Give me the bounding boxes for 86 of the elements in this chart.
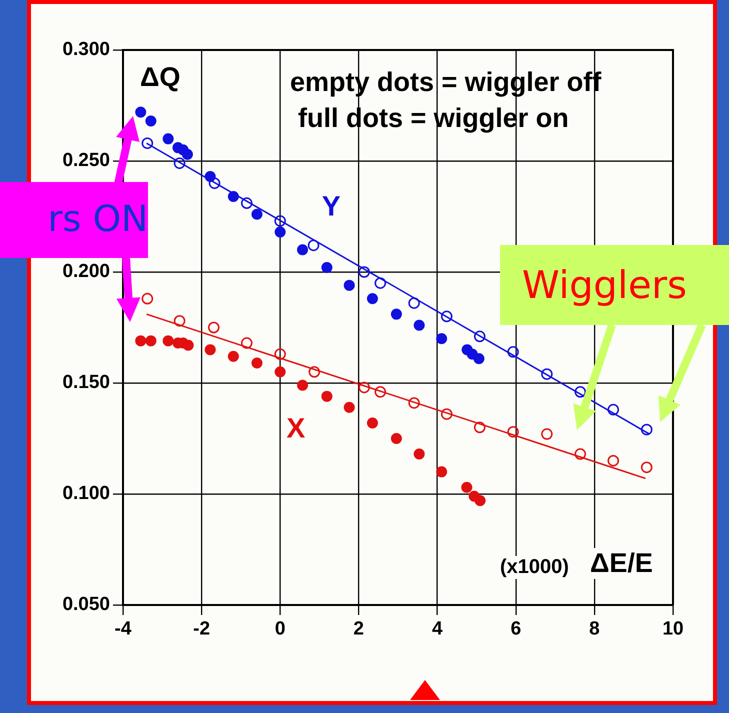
point: [414, 320, 425, 331]
x-tick-label: 4: [432, 618, 443, 640]
x-tick-label: 6: [510, 618, 522, 640]
x-tick-label: -4: [114, 618, 132, 640]
point: [507, 346, 519, 358]
point: [321, 262, 332, 274]
point: [390, 433, 402, 444]
x-tick-label: 10: [662, 618, 684, 640]
point: [541, 368, 553, 380]
point: [297, 380, 308, 391]
point: [473, 353, 484, 364]
annotation: Wigglers: [500, 245, 729, 325]
point: [541, 428, 553, 440]
point: [251, 208, 262, 220]
point: [174, 157, 186, 169]
y-tick-label: 0.250: [62, 150, 110, 172]
point: [241, 337, 252, 349]
point: [308, 366, 320, 378]
x-tick-label: -2: [193, 618, 210, 640]
point: [474, 330, 486, 342]
point: [366, 417, 378, 428]
point: [321, 390, 332, 402]
point: [374, 386, 386, 398]
point: [208, 177, 220, 189]
annotation: rs ON: [0, 182, 148, 258]
point: [440, 310, 452, 322]
point: [142, 137, 154, 149]
point: [436, 466, 448, 478]
point: [228, 350, 239, 362]
point: [474, 422, 486, 434]
point: [274, 366, 286, 378]
point: [182, 340, 194, 351]
point: [461, 482, 472, 493]
point: [228, 191, 239, 202]
point: [162, 133, 174, 144]
point: [408, 397, 420, 409]
text: (x1000): [500, 556, 569, 579]
point: [640, 462, 652, 474]
point: [208, 322, 220, 334]
point: [640, 424, 652, 436]
point: [182, 148, 193, 160]
y-tick-label: 0.200: [62, 261, 110, 282]
point: [274, 215, 286, 227]
point: [574, 448, 586, 460]
point: [274, 348, 286, 360]
x-tick-label: 0: [274, 618, 286, 640]
point: [204, 171, 216, 182]
point: [142, 292, 154, 304]
point: [440, 408, 452, 420]
point: [344, 280, 355, 291]
point: [145, 116, 156, 127]
point: [274, 226, 286, 238]
y-axis-title: ΔQ: [140, 62, 180, 93]
point: [390, 308, 402, 320]
point: [174, 315, 186, 327]
y-tick-label: 0.050: [62, 594, 110, 616]
point: [358, 382, 370, 394]
point: [608, 454, 620, 466]
point: [162, 335, 174, 346]
point: [308, 240, 320, 252]
y-tick-label: 0.100: [62, 483, 110, 504]
point: [414, 448, 425, 460]
y-tick-label: 0.300: [62, 39, 110, 60]
point: [251, 358, 262, 369]
point: [574, 386, 586, 398]
point: [436, 333, 448, 344]
annotation: X: [286, 412, 306, 444]
point: [135, 335, 146, 346]
point: [358, 266, 370, 278]
point: [297, 244, 308, 256]
x-tick-label: 2: [353, 618, 364, 640]
point: [408, 297, 420, 309]
point: [366, 293, 378, 304]
x-axis-title: ΔE/E: [590, 548, 653, 579]
annotation: Y: [322, 190, 341, 222]
point: [135, 106, 146, 118]
point: [241, 197, 252, 209]
y-tick-label: 0.150: [62, 372, 110, 394]
point: [344, 402, 355, 413]
point: [145, 335, 156, 346]
point: [204, 344, 216, 356]
point: [374, 277, 386, 289]
point: [474, 495, 486, 506]
point: [507, 426, 519, 438]
x-tick-label: 8: [589, 618, 600, 640]
point: [608, 404, 620, 416]
